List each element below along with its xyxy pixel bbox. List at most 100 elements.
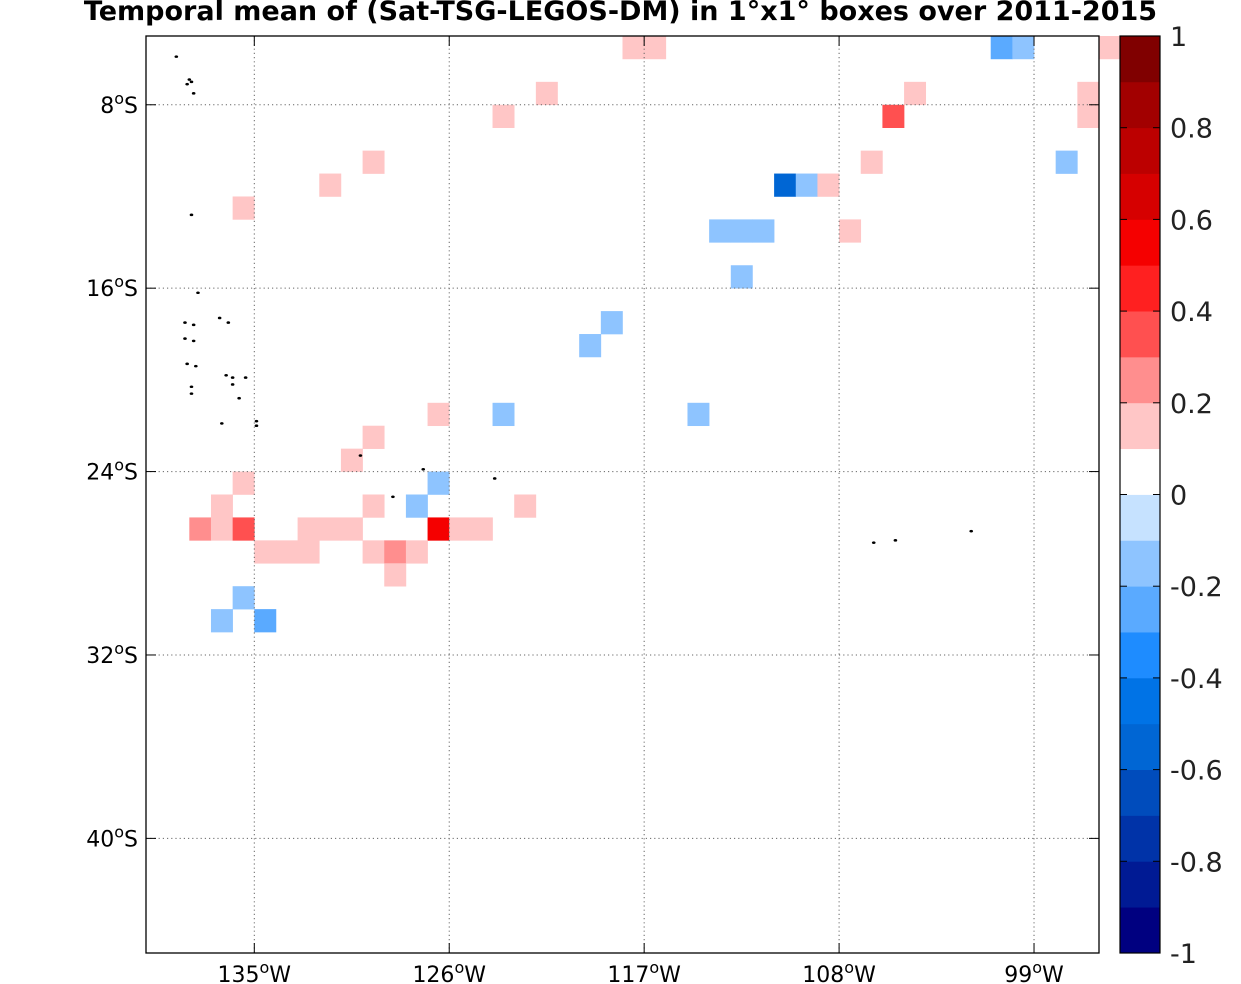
island	[189, 392, 194, 395]
heatmap-cell	[210, 609, 233, 633]
x-tick-label: 117oW	[607, 958, 681, 984]
heatmap-cell	[1055, 150, 1078, 174]
y-tick-label: 8oS	[100, 89, 138, 119]
colorbar-tick-label: -0.2	[1170, 572, 1223, 603]
heatmap-cell	[579, 334, 602, 358]
y-tick-label: 40oS	[86, 822, 138, 852]
island	[421, 467, 426, 471]
heatmap-cell	[232, 517, 255, 541]
island	[358, 454, 363, 457]
x-tick-label: 108oW	[802, 958, 876, 984]
heatmap-cell	[817, 173, 840, 197]
chart-title: Temporal mean of (Sat-TSG-LEGOS-DM) in 1…	[83, 0, 1158, 27]
axis-ticks	[146, 36, 1099, 953]
x-tick-label: 126oW	[412, 958, 486, 984]
colorbar-segment	[1120, 448, 1160, 495]
heatmap-cell	[297, 517, 320, 541]
island	[226, 321, 231, 324]
colorbar-segment	[1120, 677, 1160, 725]
heatmap-cell	[362, 150, 385, 174]
heatmap-cell	[839, 219, 862, 243]
colorbar-tick-label: 1	[1170, 22, 1187, 53]
heatmap-cell	[600, 311, 623, 335]
colorbar-segment	[1120, 540, 1160, 587]
heatmap-cell	[427, 471, 450, 495]
island	[185, 362, 189, 366]
island	[243, 376, 248, 379]
island	[191, 92, 196, 95]
heatmap-cell	[405, 540, 428, 564]
heatmap-cell	[730, 219, 753, 243]
colorbar-segment	[1120, 356, 1160, 404]
heatmap-cell	[319, 173, 342, 197]
colorbar-segment	[1120, 81, 1160, 129]
heatmap-cell	[882, 104, 905, 128]
island	[254, 419, 259, 423]
heatmap-cell	[1077, 81, 1100, 106]
heatmap-cell	[189, 517, 212, 541]
colorbar-segment	[1120, 127, 1160, 174]
island	[254, 424, 259, 428]
island	[224, 373, 228, 377]
island	[893, 539, 898, 542]
heatmap-cell	[254, 609, 277, 633]
island	[183, 321, 187, 324]
heatmap-cell	[449, 517, 472, 541]
colorbar-segment	[1120, 769, 1160, 816]
x-axis-labels: 135oW 126oW 117oW 108oW 99oW	[218, 958, 1065, 984]
x-tick-label: 99oW	[1004, 958, 1064, 984]
heatmap-cell	[210, 517, 233, 541]
heatmap-cell	[384, 540, 407, 564]
heatmap-cell	[752, 219, 775, 243]
heatmap-cell	[210, 494, 233, 518]
x-tick-label: 135oW	[218, 958, 292, 984]
heatmap-cell	[860, 150, 883, 174]
heatmap-cell	[362, 494, 385, 518]
island	[185, 82, 189, 86]
heatmap-cell	[405, 494, 428, 518]
y-tick-label: 16oS	[86, 272, 138, 302]
island	[187, 78, 192, 81]
colorbar-tick-label: 0.6	[1170, 205, 1213, 236]
colorbar-tick-label: -1	[1170, 939, 1197, 970]
colorbar-segment	[1120, 494, 1160, 541]
heatmap-cell	[232, 586, 255, 610]
y-tick-label: 24oS	[86, 456, 138, 486]
island	[189, 213, 194, 217]
heatmap-cell	[514, 494, 537, 518]
heatmap-cell	[254, 540, 277, 564]
colorbar-segment	[1120, 36, 1160, 83]
heatmap-cell	[1077, 104, 1100, 128]
colorbar-tick-label: 0	[1170, 481, 1187, 512]
heatmap-cell	[492, 104, 515, 128]
colorbar-tick-label: 0.4	[1170, 297, 1213, 328]
island	[237, 396, 241, 400]
island	[230, 383, 235, 386]
island	[189, 385, 194, 389]
colorbar-segment	[1120, 311, 1160, 358]
island	[217, 316, 222, 320]
colorbar-segment	[1120, 907, 1160, 954]
heatmap-cell	[535, 81, 558, 106]
colorbar-segment	[1120, 861, 1160, 908]
heatmap-cell	[687, 402, 710, 427]
colorbar-tick-label: -0.4	[1170, 664, 1223, 695]
colorbar-tick-label: -0.6	[1170, 756, 1223, 787]
island	[174, 55, 179, 58]
island	[196, 291, 200, 295]
colorbar-segment	[1120, 815, 1160, 862]
island	[391, 495, 395, 499]
heatmap-cell	[1099, 36, 1121, 60]
plot-frame	[145, 35, 1100, 954]
island	[189, 80, 194, 84]
heatmap-cell	[904, 81, 927, 106]
heatmap-cells	[189, 36, 1121, 633]
heatmap-cell	[492, 402, 515, 427]
island	[230, 376, 235, 379]
y-axis-labels: 8oS 16oS 24oS 32oS 40oS	[86, 89, 138, 853]
heatmap-cell	[990, 36, 1013, 60]
colorbar-segment	[1120, 219, 1160, 266]
colorbar-tick-label: 0.2	[1170, 389, 1213, 420]
heatmap-cell	[795, 173, 818, 197]
island	[220, 422, 224, 425]
